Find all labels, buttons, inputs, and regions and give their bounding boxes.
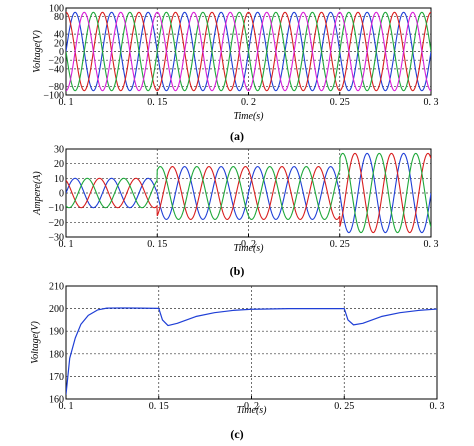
x-tick-label: 0. 3 xyxy=(424,97,439,108)
y-tick-label: 210 xyxy=(49,282,64,293)
y-tick-label: 200 xyxy=(49,304,64,315)
y-tick-label: −20 xyxy=(48,56,64,67)
y-tick-label: 10 xyxy=(54,174,64,185)
x-tick-label: 0. 15 xyxy=(147,97,167,108)
x-tick-label: 0. 25 xyxy=(330,239,350,250)
x-axis-label: Time(s) xyxy=(234,111,265,122)
current-series-line xyxy=(66,152,431,234)
y-tick-label: −30 xyxy=(48,233,64,244)
x-tick-label: 0. 2 xyxy=(241,239,256,250)
y-tick-label: −10 xyxy=(48,203,64,214)
y-tick-label: −20 xyxy=(48,218,64,229)
x-tick-label: 0. 3 xyxy=(424,239,439,250)
y-tick-label: 170 xyxy=(49,372,64,383)
y-tick-label: −80 xyxy=(48,82,64,93)
y-tick-label: 20 xyxy=(54,159,64,170)
voltage-series-line xyxy=(66,11,431,92)
y-tick-label: −40 xyxy=(48,64,64,75)
series-group xyxy=(66,307,437,395)
x-tick-label: 0. 1 xyxy=(59,239,74,250)
x-tick-label: 0. 15 xyxy=(149,401,169,412)
y-axis-label: Voltage(V) xyxy=(32,29,43,72)
x-tick-label: 0. 1 xyxy=(59,401,74,412)
voltage-series-line xyxy=(66,11,431,92)
series-group xyxy=(66,11,431,92)
x-tick-label: 0. 15 xyxy=(147,239,167,250)
panel-label-a: (a) xyxy=(230,129,244,143)
x-tick-label: 0. 2 xyxy=(241,97,256,108)
y-tick-label: 190 xyxy=(49,327,64,338)
x-axis-label: Time(s) xyxy=(237,405,268,416)
y-tick-label: −100 xyxy=(43,91,64,102)
x-axis-label: Time(s) xyxy=(234,243,265,254)
y-axis-label: Voltage(V) xyxy=(30,320,41,363)
panel-label-c: (c) xyxy=(230,427,243,441)
y-tick-label: 80 xyxy=(54,12,64,23)
x-tick-label: 0. 3 xyxy=(430,401,445,412)
y-tick-label: 160 xyxy=(49,395,64,406)
y-tick-label: 0 xyxy=(59,47,64,58)
y-axis-label: Ampere(A) xyxy=(32,171,43,216)
chart-current-panel: 0. 1 0. 15 0. 2 0. 25 0. 3 30 20 10 0 −10 −20 −30 Ti… xyxy=(32,145,439,255)
y-tick-label: 20 xyxy=(54,38,64,49)
y-tick-label: 0 xyxy=(59,189,64,200)
x-tick-label: 0. 25 xyxy=(330,97,350,108)
y-tick-label: 30 xyxy=(54,145,64,156)
x-tick-label: 0. 25 xyxy=(334,401,354,412)
x-tick-label: 0. 2 xyxy=(244,401,259,412)
panel-label-b: (b) xyxy=(230,264,245,278)
current-series-line xyxy=(66,152,431,234)
current-series-line xyxy=(66,152,431,234)
chart-dc-voltage-panel: 0. 1 0. 15 0. 2 0. 25 0. 3 210 200 190 180 170 160… xyxy=(30,282,445,417)
y-tick-label: 180 xyxy=(49,349,64,360)
y-tick-label: 100 xyxy=(49,4,64,15)
dc-voltage-series-line xyxy=(66,307,437,395)
x-tick-label: 0. 1 xyxy=(59,97,74,108)
voltage-series-line xyxy=(66,11,431,92)
series-group xyxy=(66,152,431,234)
y-tick-label: 40 xyxy=(54,30,64,41)
